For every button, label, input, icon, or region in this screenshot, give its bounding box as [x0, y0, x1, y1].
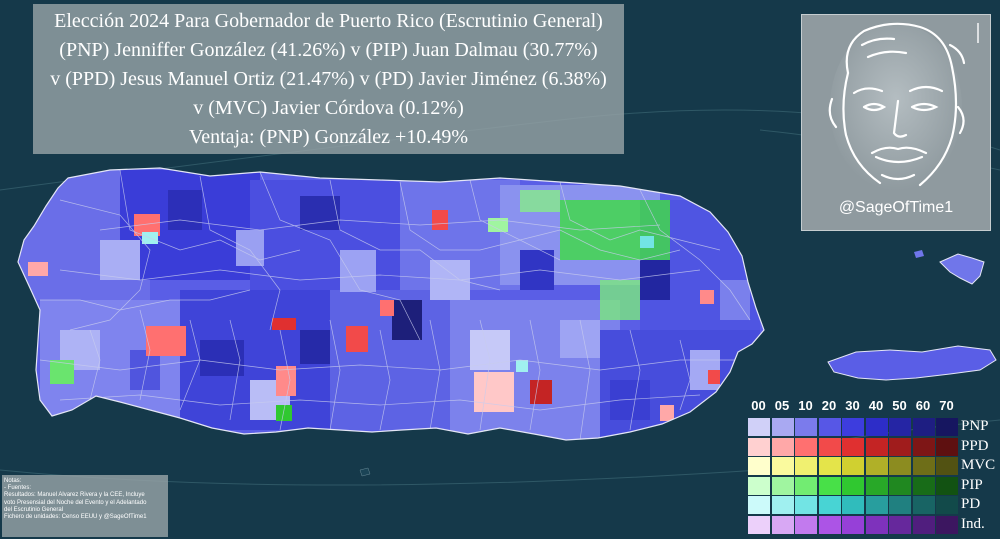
- legend-threshold-label: 50: [892, 398, 907, 413]
- culebra-island: [939, 253, 985, 285]
- islet: [914, 250, 924, 258]
- legend-threshold-label: 60: [915, 398, 931, 413]
- legend-swatch: [865, 496, 888, 514]
- legend-swatch: [795, 496, 817, 514]
- legend-swatch: [748, 437, 770, 456]
- notes-line: Fichero de unidades: Censo EEUU y @SageO…: [4, 514, 147, 521]
- legend-threshold-label: 30: [845, 398, 860, 413]
- legend-swatch: [842, 437, 864, 456]
- legend-swatch: [912, 457, 935, 475]
- legend-swatch: [889, 515, 911, 534]
- legend-threshold-label: 10: [798, 398, 813, 413]
- notes-box: Notas: - Fuentes: Resultados: Manuel Alv…: [2, 475, 168, 537]
- legend-swatch: [818, 476, 841, 495]
- notes-line: voto Presensial del Noche del Evento y e…: [4, 499, 147, 506]
- legend-threshold-label: 70: [939, 398, 954, 413]
- legend-swatch: [865, 418, 888, 436]
- legend-swatch: [865, 457, 888, 475]
- title-line-2: (PNP) Jenniffer González (41.26%) v (PIP…: [59, 39, 598, 61]
- legend-swatch: [842, 457, 864, 475]
- legend-party-label: MVC: [961, 457, 996, 473]
- author-logo: @SageOfTime1: [801, 14, 991, 231]
- legend-swatch: [936, 515, 958, 534]
- legend-swatch: [818, 515, 841, 534]
- legend-swatch: [748, 457, 770, 475]
- legend-swatch: [912, 515, 935, 534]
- legend-swatch: [912, 418, 935, 436]
- legend-swatch: [748, 476, 770, 495]
- legend-swatch: [936, 457, 958, 475]
- legend-swatch: [936, 496, 958, 514]
- legend-swatch: [842, 476, 864, 495]
- legend-swatch: [771, 496, 794, 514]
- legend-swatch: [748, 496, 770, 514]
- portrait-sketch-icon: [828, 22, 979, 191]
- legend-threshold-label: 00: [751, 398, 766, 413]
- puerto-rico-main-island: [17, 167, 765, 441]
- legend-swatch: [842, 496, 864, 514]
- legend-threshold-label: 20: [821, 398, 837, 413]
- legend-swatch: [912, 496, 935, 514]
- title-line-3: v (PPD) Jesus Manuel Ortiz (21.47%) v (P…: [50, 68, 607, 90]
- legend-swatch: [795, 476, 817, 495]
- title-line-1: Elección 2024 Para Gobernador de Puerto …: [54, 10, 603, 32]
- legend-swatch: [889, 457, 911, 475]
- legend-swatch: [936, 476, 958, 495]
- legend-swatch: [771, 476, 794, 495]
- legend-swatch: [771, 418, 794, 436]
- title-line-4: v (MVC) Javier Córdova (0.12%): [193, 97, 464, 119]
- islet: [359, 467, 371, 477]
- legend-swatch: [771, 457, 794, 475]
- legend-swatch: [842, 418, 864, 436]
- color-legend: 00 05 10 20 30 40 50 60 70 PNP PPD MVC PIP PD Ind.: [745, 398, 997, 537]
- legend-party-label: Ind.: [961, 515, 985, 532]
- legend-swatch: [795, 457, 817, 475]
- author-handle: @SageOfTime1: [838, 199, 954, 216]
- notes-line: del Escrutinio General: [4, 506, 64, 513]
- map-title-box: Elección 2024 Para Gobernador de Puerto …: [33, 4, 624, 154]
- legend-swatch: [818, 418, 841, 436]
- legend-swatch: [912, 437, 935, 456]
- legend-party-label: PPD: [961, 437, 989, 454]
- legend-party-label: PIP: [961, 476, 983, 493]
- legend-swatch: [936, 418, 958, 436]
- vieques-island: [827, 345, 997, 381]
- legend-party-label: PD: [961, 496, 981, 512]
- legend-swatch: [771, 515, 794, 534]
- notes-line: Notas:: [4, 478, 22, 484]
- legend-swatch: [865, 476, 888, 495]
- legend-swatch: [936, 437, 958, 456]
- legend-swatch: [865, 515, 888, 534]
- legend-swatch: [748, 515, 770, 534]
- legend-swatch: [912, 476, 935, 495]
- legend-threshold-label: 40: [868, 398, 884, 413]
- legend-swatch: [889, 418, 911, 436]
- legend-swatch: [889, 437, 911, 456]
- legend-threshold-label: 05: [774, 398, 790, 413]
- legend-swatch: [771, 437, 794, 456]
- legend-swatch: [842, 515, 864, 534]
- legend-swatch: [818, 437, 841, 456]
- notes-line: - Fuentes:: [4, 485, 32, 492]
- margin-line: Ventaja: (PNP) González +10.49%: [189, 126, 468, 148]
- legend-swatch: [889, 496, 911, 514]
- legend-swatch: [795, 515, 817, 534]
- legend-swatch: [795, 437, 817, 456]
- legend-swatch: [818, 457, 841, 475]
- legend-swatch: [795, 418, 817, 436]
- legend-swatch: [865, 437, 888, 456]
- legend-swatch: [889, 476, 911, 495]
- legend-swatch: [748, 418, 770, 436]
- legend-swatch: [818, 496, 841, 514]
- legend-party-label: PNP: [961, 418, 989, 434]
- notes-line: Resultados: Manuel Alvarez Rivera y la C…: [4, 492, 145, 499]
